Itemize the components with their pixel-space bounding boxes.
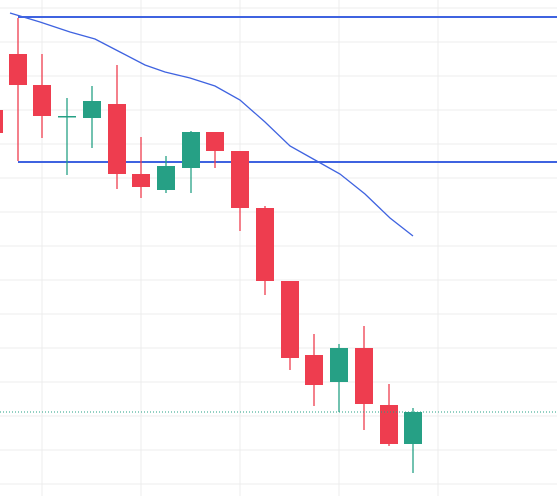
candle-body [330,348,348,382]
candle-body [355,348,373,404]
candle [281,281,299,370]
candle-body [33,85,51,116]
candle-body [206,132,224,151]
moving-average [9,12,414,237]
candle-body [256,208,274,281]
candle [404,408,422,473]
candle-body [231,151,249,208]
candle-body [58,116,76,118]
horizontal-lines [18,16,557,163]
candle [157,156,175,193]
candle [108,65,126,189]
candle-body [132,174,150,187]
candle [0,110,3,133]
candle [231,151,249,231]
candle [380,384,398,446]
candle-body [182,132,200,168]
moving-average-line [9,12,414,237]
candle-body [281,281,299,358]
candle [305,334,323,406]
candle-body [0,110,3,133]
candle-body [9,54,27,85]
candle-body [380,405,398,444]
candle [58,98,76,175]
candle-body [157,166,175,190]
candle [83,86,101,148]
candle [206,132,224,168]
candle-body [83,101,101,118]
candle [33,54,51,138]
candle [9,18,27,161]
candle [132,137,150,198]
candles [0,18,422,473]
candle-body [108,104,126,174]
candle [182,131,200,193]
candle-body [305,355,323,385]
candle [256,206,274,295]
candle-body [404,412,422,444]
candle [355,326,373,430]
candle [330,344,348,412]
